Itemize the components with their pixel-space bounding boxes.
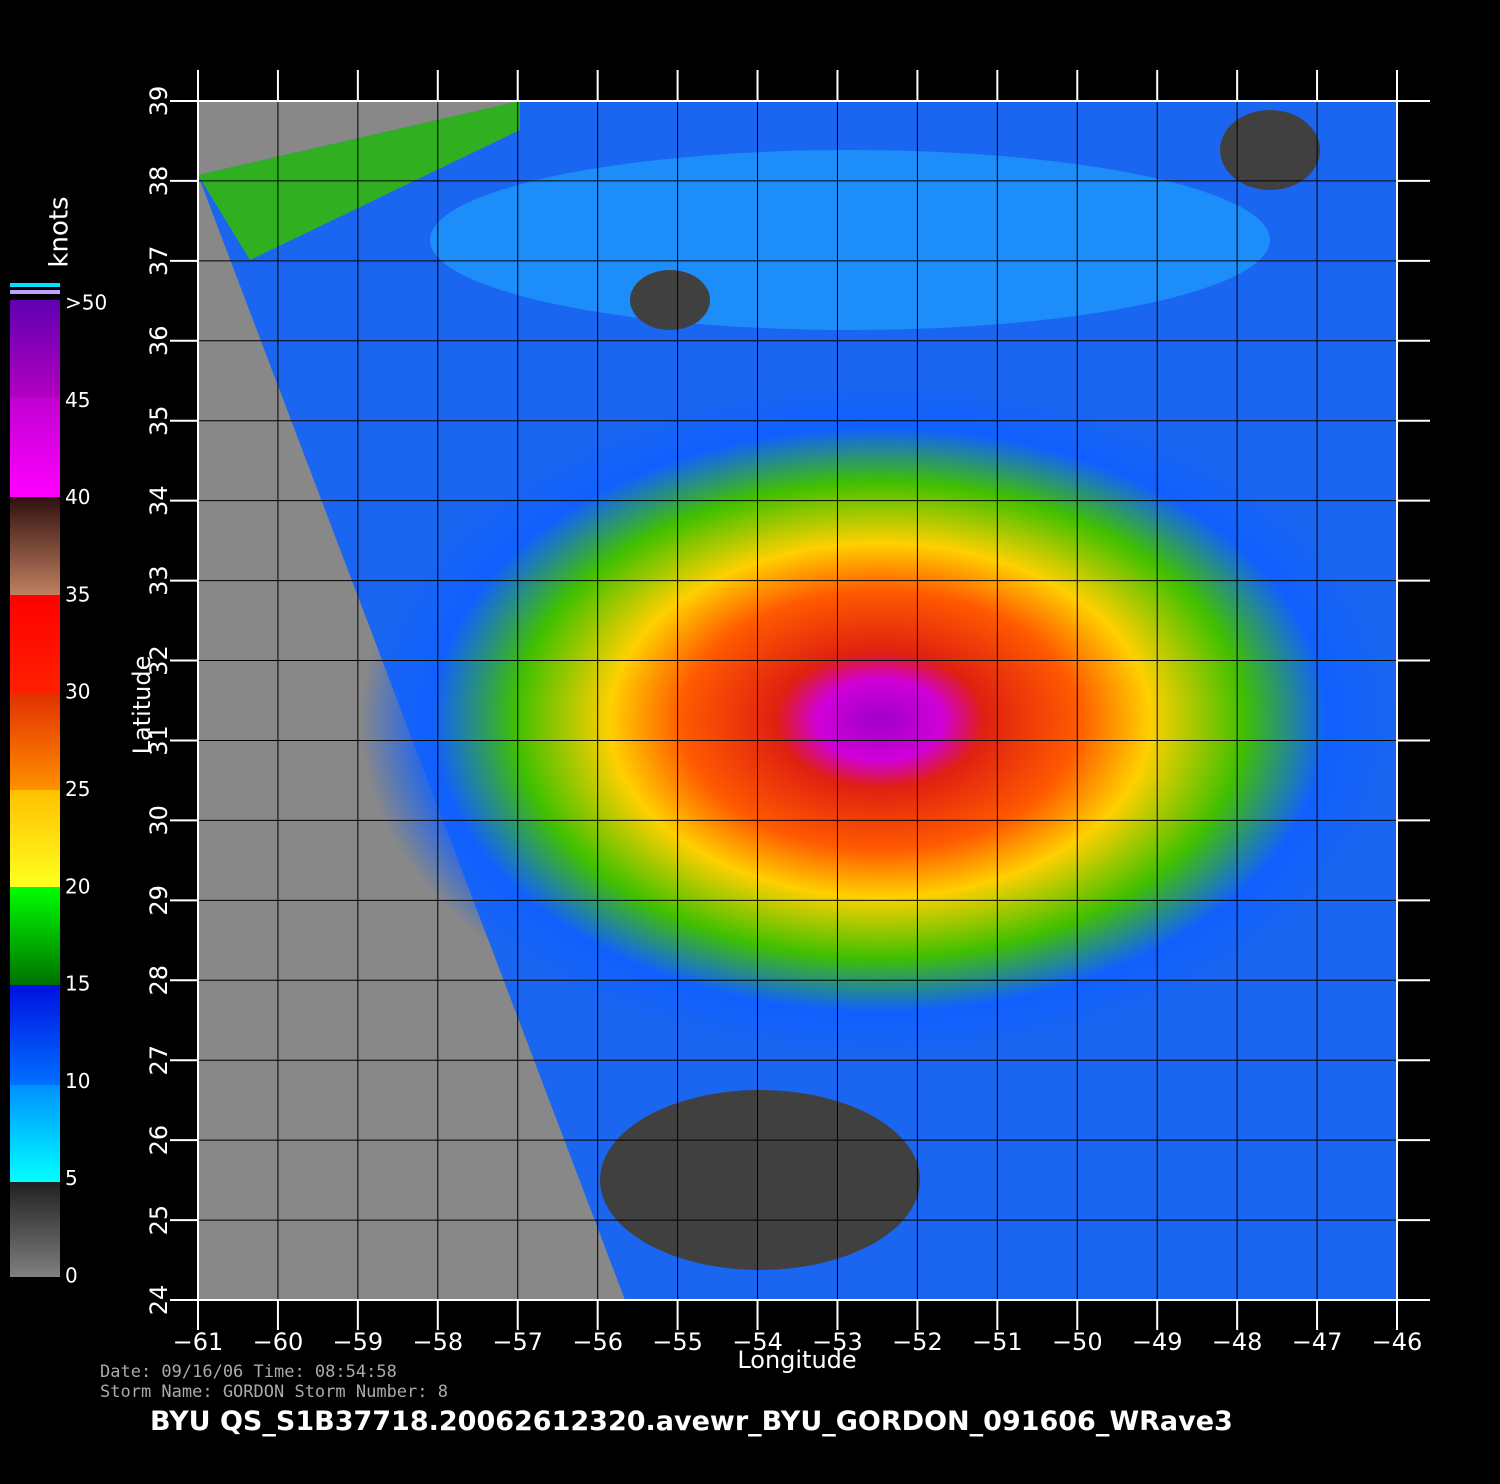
x-tick-label: −47: [1292, 1328, 1343, 1356]
colorbar-label: >50: [65, 291, 107, 315]
colorbar-segment: [10, 693, 60, 790]
y-tick-label: 26: [145, 1125, 173, 1156]
x-tick-label: −53: [812, 1328, 863, 1356]
x-axis-label: Longitude: [737, 1346, 856, 1374]
x-tick-label: −54: [732, 1328, 783, 1356]
colorbar-segment: [10, 595, 60, 693]
x-tick-label: −51: [972, 1328, 1023, 1356]
colorbar-label: 35: [65, 582, 90, 606]
y-tick-label: 25: [145, 1205, 173, 1236]
x-tick-label: −56: [572, 1328, 623, 1356]
file-title: BYU QS_S1B37718.20062612320.avewr_BYU_GO…: [150, 1406, 1233, 1437]
colorbar-label: 5: [65, 1166, 78, 1190]
colorbar-segment: [10, 790, 60, 887]
x-tick-label: −59: [333, 1328, 384, 1356]
calm-area: [630, 270, 710, 330]
colorbar-label: 0: [65, 1264, 78, 1288]
colorbar-label: 10: [65, 1069, 90, 1093]
plot-frame: [197, 100, 1398, 1301]
grid: [170, 70, 1430, 1330]
colorbar-label: 45: [65, 388, 90, 412]
y-tick-label: 27: [145, 1045, 173, 1076]
colorbar-segment: [10, 290, 60, 294]
calm-area: [600, 1090, 920, 1270]
colorbar-segment: [10, 1085, 60, 1182]
colorbar-segment: [10, 300, 60, 397]
x-tick-label: −49: [1132, 1328, 1183, 1356]
y-tick-label: 33: [145, 565, 173, 596]
y-tick-label: 34: [145, 485, 173, 516]
colorbar-segment: [10, 985, 60, 1085]
colorbar-label: 40: [65, 485, 90, 509]
x-tick-label: −52: [892, 1328, 943, 1356]
colorbar-segment: [10, 497, 60, 595]
colorbar-label: 25: [65, 777, 90, 801]
y-tick-label: 37: [145, 246, 173, 277]
y-tick-label: 32: [145, 645, 173, 676]
x-tick-label: −60: [253, 1328, 304, 1356]
colorbar-segment: [10, 1182, 60, 1277]
y-tick-label: 35: [145, 405, 173, 436]
x-tick-label: −57: [492, 1328, 543, 1356]
y-tick-label: 38: [145, 166, 173, 197]
y-tick-label: 28: [145, 965, 173, 996]
y-tick-label: 31: [145, 725, 173, 756]
y-tick-label: 24: [145, 1285, 173, 1316]
y-tick-label: 29: [145, 885, 173, 916]
y-tick-label: 39: [145, 86, 173, 117]
colorbar-segment: [10, 887, 60, 985]
colorbar-segment: [10, 283, 60, 287]
x-tick-label: −48: [1212, 1328, 1263, 1356]
x-tick-label: −61: [173, 1328, 224, 1356]
x-tick-label: −50: [1052, 1328, 1103, 1356]
y-axis-label: Latitude: [128, 656, 156, 755]
x-tick-label: −58: [412, 1328, 463, 1356]
colorbar-label: 20: [65, 874, 90, 898]
storm-core: [360, 380, 1400, 1060]
colorbar-label: 15: [65, 972, 90, 996]
x-tick-label: −55: [652, 1328, 703, 1356]
colorbar-label: 30: [65, 680, 90, 704]
wind-band: [430, 150, 1270, 330]
colorbar: knots: [10, 196, 75, 1277]
wind-field: [198, 101, 1400, 1300]
y-tick-label: 30: [145, 805, 173, 836]
x-tick-label: −46: [1372, 1328, 1423, 1356]
colorbar-unit: knots: [45, 196, 75, 267]
storm-text: Storm Name: GORDON Storm Number: 8: [100, 1382, 448, 1402]
colorbar-segment: [10, 397, 60, 497]
y-tick-label: 36: [145, 326, 173, 357]
calm-area: [1220, 110, 1320, 190]
date-text: Date: 09/16/06 Time: 08:54:58: [100, 1362, 397, 1382]
